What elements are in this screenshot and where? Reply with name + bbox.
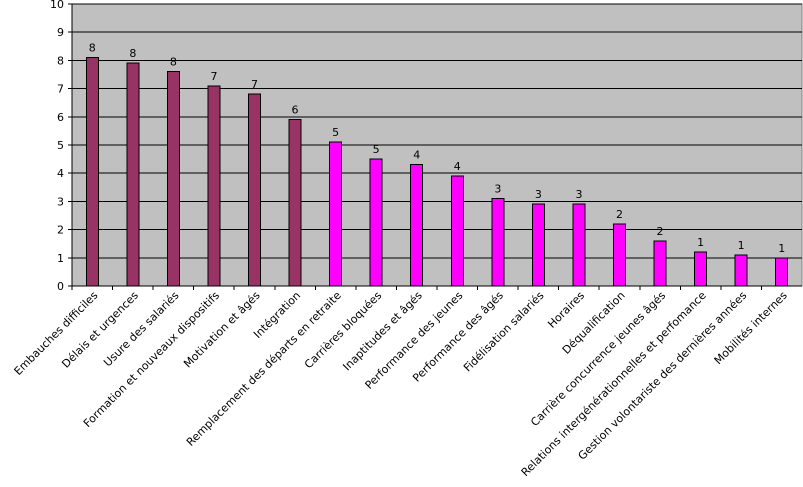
data-label: 4	[413, 149, 420, 162]
y-tick-label: 9	[57, 26, 64, 39]
bar	[531, 203, 545, 287]
bar	[410, 164, 424, 287]
data-label: 4	[454, 160, 461, 173]
y-tick-label: 2	[57, 224, 64, 237]
data-label: 3	[535, 188, 542, 201]
data-label: 8	[170, 56, 177, 69]
bar	[450, 175, 464, 287]
bar	[694, 251, 708, 287]
data-label: 1	[738, 239, 745, 252]
x-category-label: Inaptitudes et âgés	[340, 289, 425, 374]
bar	[775, 257, 789, 287]
x-category-label: Relations intergénérationnelles et perfo…	[519, 289, 709, 479]
x-category-label: Horaires	[545, 289, 587, 331]
data-label: 8	[129, 47, 136, 60]
y-axis-ticks: 0 1 2 3 4 5 6 7 8 9 10	[50, 0, 73, 293]
bar	[572, 203, 586, 287]
x-category-label: Usure des salariés	[101, 289, 182, 370]
y-tick-label: 0	[57, 280, 64, 293]
data-labels: 8 8 8 7 7 6 5 5 4 4 3 3 3 2 2 1 1 1	[89, 42, 785, 255]
bar	[653, 240, 667, 287]
bar	[329, 141, 343, 287]
y-tick-label: 10	[50, 0, 64, 11]
x-category-label: Remplacement des départs en retraite	[184, 289, 344, 449]
bar	[248, 93, 261, 287]
x-category-label: Fidélisation salariés	[461, 289, 547, 375]
data-label: 6	[292, 104, 299, 117]
y-tick-label: 7	[57, 83, 64, 96]
y-tick-label: 8	[57, 54, 64, 67]
data-label: 1	[697, 236, 704, 249]
data-label: 3	[575, 188, 582, 201]
bar	[369, 158, 383, 287]
bar	[734, 254, 748, 287]
x-category-label: Carrières bloquées	[302, 289, 384, 371]
y-tick-label: 6	[57, 111, 64, 124]
bar	[288, 119, 302, 287]
bar	[613, 223, 626, 287]
bar	[207, 85, 221, 287]
data-label: 2	[657, 225, 664, 238]
data-label: 3	[494, 183, 501, 196]
bar	[126, 62, 140, 287]
data-label: 5	[332, 126, 339, 139]
data-label: 1	[778, 242, 785, 255]
data-label: 8	[89, 42, 96, 55]
bar	[166, 71, 180, 287]
bar	[491, 198, 505, 287]
bars	[85, 57, 789, 287]
x-category-label: Motivation et âgés	[181, 289, 263, 371]
y-tick-label: 4	[57, 167, 64, 180]
data-label: 7	[251, 78, 258, 91]
y-tick-label: 3	[57, 195, 64, 208]
data-label: 5	[373, 143, 380, 156]
y-tick-label: 5	[57, 139, 64, 152]
data-label: 2	[616, 208, 623, 221]
x-category-label: Mobilités internes	[712, 289, 790, 367]
data-label: 7	[210, 70, 217, 83]
y-tick-label: 1	[57, 252, 64, 265]
x-category-label: Délais et urgences	[59, 289, 141, 371]
bar	[85, 57, 99, 287]
